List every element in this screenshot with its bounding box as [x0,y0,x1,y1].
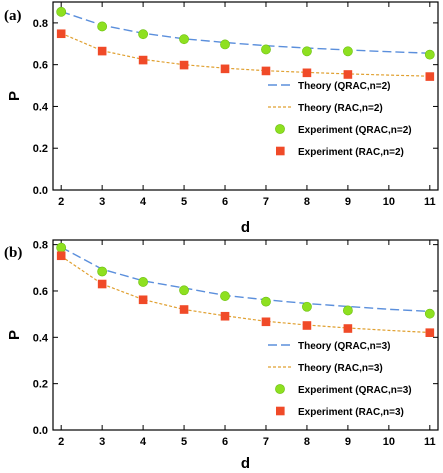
data-point-rac [343,324,353,333]
panel-label: (a) [4,8,22,24]
series-line-rac-theory [60,255,430,334]
data-point-rac [138,295,148,305]
data-point-rac [425,72,435,81]
data-point-rac [343,70,353,79]
data-point-qrac [138,29,149,40]
x-tick-label: 6 [222,196,228,208]
data-point-qrac [56,242,67,253]
data-point-rac [302,68,312,78]
y-tick-label: 0.6 [33,286,48,298]
data-point-qrac [220,39,230,50]
legend-swatch-circle [275,384,285,394]
x-tick-label: 2 [58,436,64,448]
data-point-qrac [261,44,271,55]
data-point-qrac [97,21,108,32]
y-tick-label: 0.0 [33,185,48,197]
x-tick-label: 10 [383,436,395,448]
data-point-qrac [220,291,230,301]
data-point-qrac [424,49,435,60]
legend: Theory (QRAC,n=2) Theory (RAC,n=2) Experim… [268,81,412,158]
legend: Theory (QRAC,n=3) Theory (RAC,n=3) Experim… [268,341,412,418]
y-tick-label: 0.8 [33,240,48,252]
y-tick-label: 0.8 [33,18,48,30]
data-point-rac [261,66,271,76]
data-point-rac [138,55,148,65]
legend-label: Theory (QRAC,n=3) [298,341,391,352]
legend-swatch-square [276,406,285,416]
x-tick-label: 10 [383,196,395,208]
x-tick-label: 5 [181,436,187,448]
legend-label: Theory (RAC,n=2) [298,103,383,114]
data-point-qrac [179,285,189,296]
y-axis-label: P [6,91,23,101]
y-axis-label: P [6,330,23,340]
x-tick-label: 6 [222,436,228,448]
data-point-qrac [302,301,312,312]
data-point-qrac [342,305,353,316]
data-point-rac [220,311,230,321]
x-axis-label: d [241,455,250,472]
legend-swatch-circle [275,124,285,134]
y-tick-label: 0.4 [33,101,49,113]
data-point-rac [261,317,271,327]
x-tick-label: 7 [263,196,269,208]
data-point-rac [302,321,312,330]
x-tick-label: 4 [140,196,147,208]
plot-frame [52,239,439,431]
data-point-rac [179,305,189,314]
chart-panel-b: 2 3 4 5 6 7 8 9 10 11 0.0 0.2 0.4 0.6 0.8 d P (b) Theory (… [4,239,439,472]
data-point-rac [56,29,66,39]
data-point-qrac [179,34,189,45]
y-tick-label: 0.6 [33,60,48,72]
x-axis-label: d [241,219,250,236]
x-tick-label: 9 [345,436,351,448]
y-tick-label: 0.2 [33,143,48,155]
x-tick-label: 3 [99,436,105,448]
x-tick-label: 11 [424,436,436,448]
legend-label: Experiment (RAC,n=2) [298,147,404,158]
x-tick-label: 5 [181,196,187,208]
x-tick-label: 8 [304,196,310,208]
series-line-qrac-theory [60,246,430,313]
legend-label: Experiment (RAC,n=3) [298,407,404,418]
panel-label: (b) [4,245,22,261]
x-tick-label: 4 [140,436,147,448]
y-tick-label: 0.0 [33,425,48,437]
data-point-rac [56,251,66,261]
legend-swatch-square [276,146,285,156]
data-point-qrac [97,266,108,277]
data-point-rac [97,279,107,289]
x-tick-label: 3 [99,196,105,208]
series-line-rac-theory [60,32,430,77]
plot-frame [52,1,439,191]
data-point-qrac [424,308,435,319]
data-point-qrac [138,277,149,287]
legend-label: Theory (QRAC,n=2) [298,81,391,92]
data-point-qrac [302,46,312,57]
data-point-rac [179,60,189,70]
data-point-qrac [56,6,67,17]
chart-panel-a: 2 3 4 5 6 7 8 9 10 11 0.0 0.2 0.4 0.6 0.8 d P (a) Theory (… [4,1,439,236]
x-tick-label: 2 [58,196,64,208]
data-point-rac [220,64,230,74]
x-tick-label: 9 [345,196,351,208]
data-point-rac [97,46,107,56]
data-point-qrac [342,46,353,57]
legend-label: Experiment (QRAC,n=3) [298,385,412,396]
x-tick-label: 7 [263,436,269,448]
series-line-qrac-theory [60,10,430,54]
x-tick-label: 8 [304,436,310,448]
legend-label: Experiment (QRAC,n=2) [298,125,412,136]
y-tick-label: 0.4 [33,332,49,344]
legend-label: Theory (RAC,n=3) [298,363,383,374]
data-point-qrac [261,296,271,307]
data-point-rac [425,328,435,337]
y-tick-label: 0.2 [33,379,48,391]
x-tick-label: 11 [424,196,436,208]
